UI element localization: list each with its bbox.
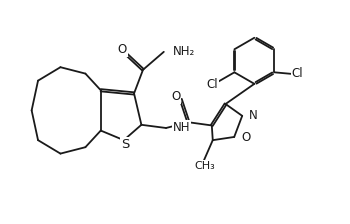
Text: O: O [118,43,127,56]
Text: O: O [241,131,251,144]
Text: NH: NH [173,121,191,134]
Text: NH₂: NH₂ [173,45,195,58]
Text: Cl: Cl [292,67,303,80]
Text: O: O [171,90,180,103]
Text: N: N [248,109,257,122]
Text: Cl: Cl [206,78,218,91]
Text: S: S [121,138,130,151]
Text: CH₃: CH₃ [194,161,215,171]
